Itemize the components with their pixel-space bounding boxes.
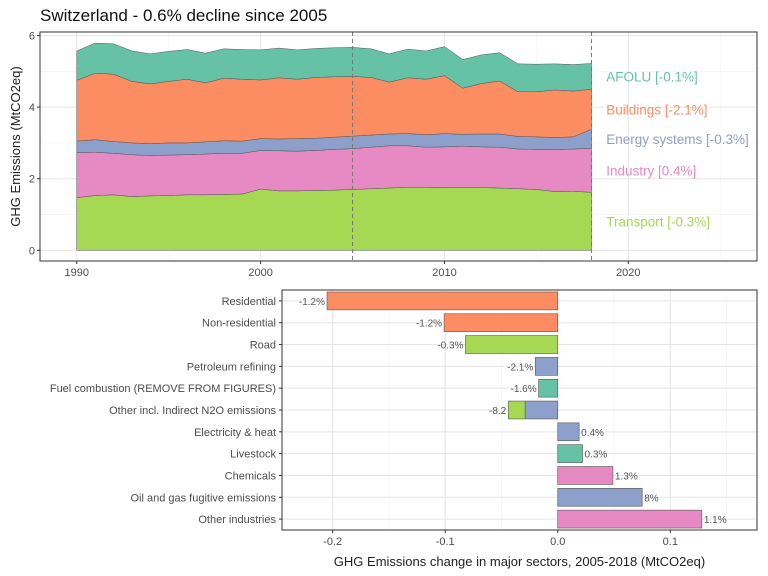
area-x-tick-label: 2010: [432, 267, 456, 279]
bar-category-label: Petroleum refining: [187, 361, 276, 373]
bar-category-label: Livestock: [230, 449, 276, 461]
bar: [557, 444, 583, 463]
bar-category-label: Residential: [222, 296, 276, 308]
bar-category-label: Other industries: [198, 514, 276, 526]
bar-data-label: 0.4%: [581, 428, 604, 439]
bar-panel-border: [281, 289, 758, 531]
bar: [524, 400, 559, 420]
bar-x-tick-label: -0.1: [436, 536, 455, 548]
bar-x-tick-label: 0.1: [663, 536, 678, 548]
bar: [557, 509, 703, 529]
bar-data-label: -8.2: [489, 406, 507, 417]
chart-title: Switzerland - 0.6% decline since 2005: [40, 6, 328, 25]
bar-data-label: 1.1%: [704, 515, 727, 526]
area-series-label-energy-systems: Energy systems [-0.3%]: [606, 132, 749, 147]
bar-data-label: 1.3%: [615, 471, 638, 482]
bar-data-label: -0.3%: [437, 341, 463, 352]
area-x-tick-label: 2020: [616, 267, 640, 279]
bar-data-label: 8%: [644, 493, 659, 504]
bar: [443, 313, 559, 332]
area-series-label-industry: Industry [0.4%]: [606, 163, 696, 178]
bar-data-label: 0.3%: [585, 450, 608, 461]
bar: [557, 466, 614, 485]
area-series-label-buildings: Buildings [-2.1%]: [606, 102, 707, 117]
bar: [557, 422, 580, 442]
bar-data-label: -1.6%: [511, 384, 537, 395]
bar-x-axis-title: GHG Emissions change in major sectors, 2…: [334, 554, 705, 569]
area-series-transport: [76, 187, 592, 251]
bar-data-label: -1.2%: [416, 319, 442, 330]
bar-category-label: Road: [250, 340, 276, 352]
bar-category-label: Non-residential: [202, 318, 276, 330]
bar: [534, 357, 559, 376]
bar: [538, 378, 559, 398]
area-y-tick-label: 2: [29, 174, 35, 186]
area-y-tick-label: 4: [29, 102, 35, 114]
area-x-tick-label: 2000: [248, 267, 272, 279]
bar-x-tick-label: 0.0: [550, 536, 565, 548]
area-y-tick-label: 0: [29, 245, 35, 257]
bar-data-label: -1.2%: [299, 297, 325, 308]
bar-category-label: Oil and gas fugitive emissions: [130, 492, 276, 504]
area-series-label-afolu: AFOLU [-0.1%]: [606, 69, 698, 84]
area-y-axis-title: GHG Emissions (MtCO2eq): [8, 66, 23, 226]
area-x-tick-label: 1990: [65, 267, 89, 279]
area-y-tick-label: 6: [29, 31, 35, 43]
bar-category-label: Electricity & heat: [194, 427, 276, 439]
bar: [507, 400, 526, 420]
area-series-label-transport: Transport [-0.3%]: [606, 214, 710, 229]
bar: [465, 335, 559, 354]
bar-data-label: -2.1%: [507, 362, 533, 373]
bar-category-label: Fuel combustion (REMOVE FROM FIGURES): [50, 383, 276, 395]
bar-category-label: Chemicals: [225, 470, 277, 482]
area-panel-border: [39, 31, 758, 262]
bar: [326, 291, 559, 311]
bar-category-label: Other incl. Indirect N2O emissions: [109, 405, 276, 417]
bar: [557, 488, 643, 507]
bar-x-tick-label: -0.2: [323, 536, 342, 548]
